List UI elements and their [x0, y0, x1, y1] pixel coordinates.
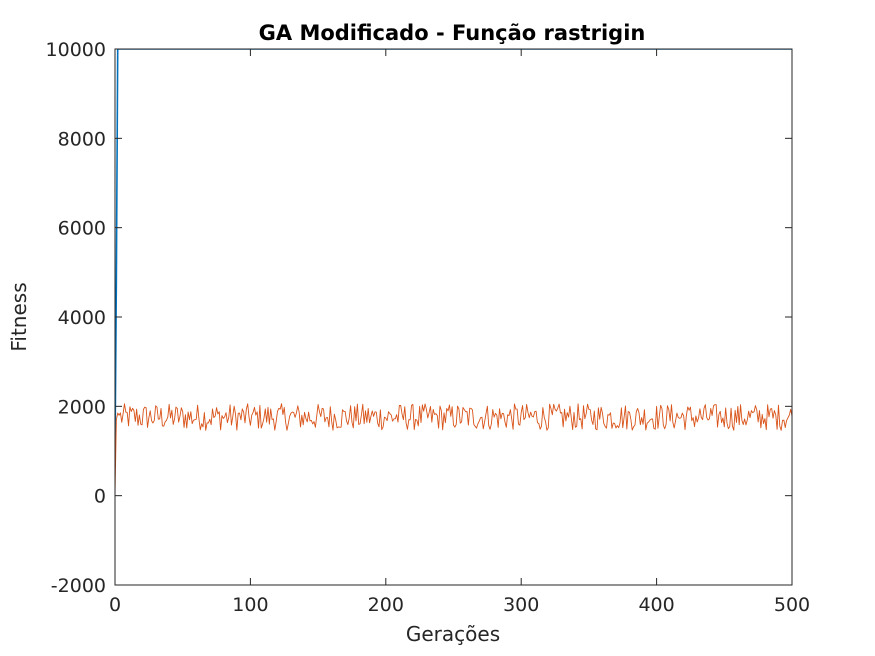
x-tick-label: 400	[638, 594, 674, 616]
x-axis-label: Gerações	[406, 622, 500, 646]
x-tick-label: 500	[774, 594, 810, 616]
y-tick-label: 8000	[58, 128, 106, 150]
x-tick-label: 100	[232, 594, 268, 616]
series-line-1	[115, 49, 792, 456]
y-tick-label: 0	[94, 486, 106, 508]
y-tick-label: 2000	[58, 396, 106, 418]
y-tick-label: 6000	[58, 218, 106, 240]
plot-area	[115, 49, 792, 496]
axes	[114, 48, 793, 586]
x-tick-label: 300	[503, 594, 539, 616]
y-tick-label: 4000	[58, 307, 106, 329]
x-tick-label: 200	[368, 594, 404, 616]
y-tick-label: -2000	[51, 575, 106, 597]
chart-title: GA Modificado - Função rastrigin	[259, 21, 646, 45]
x-tick-label: 0	[109, 594, 121, 616]
ticks: 0 100 200 300 400 500-20000200040006000800010…	[46, 39, 811, 616]
axes-box	[114, 48, 793, 586]
series-line-2	[115, 403, 792, 496]
y-axis-label: Fitness	[7, 282, 31, 351]
y-tick-label: 10000	[46, 39, 106, 61]
